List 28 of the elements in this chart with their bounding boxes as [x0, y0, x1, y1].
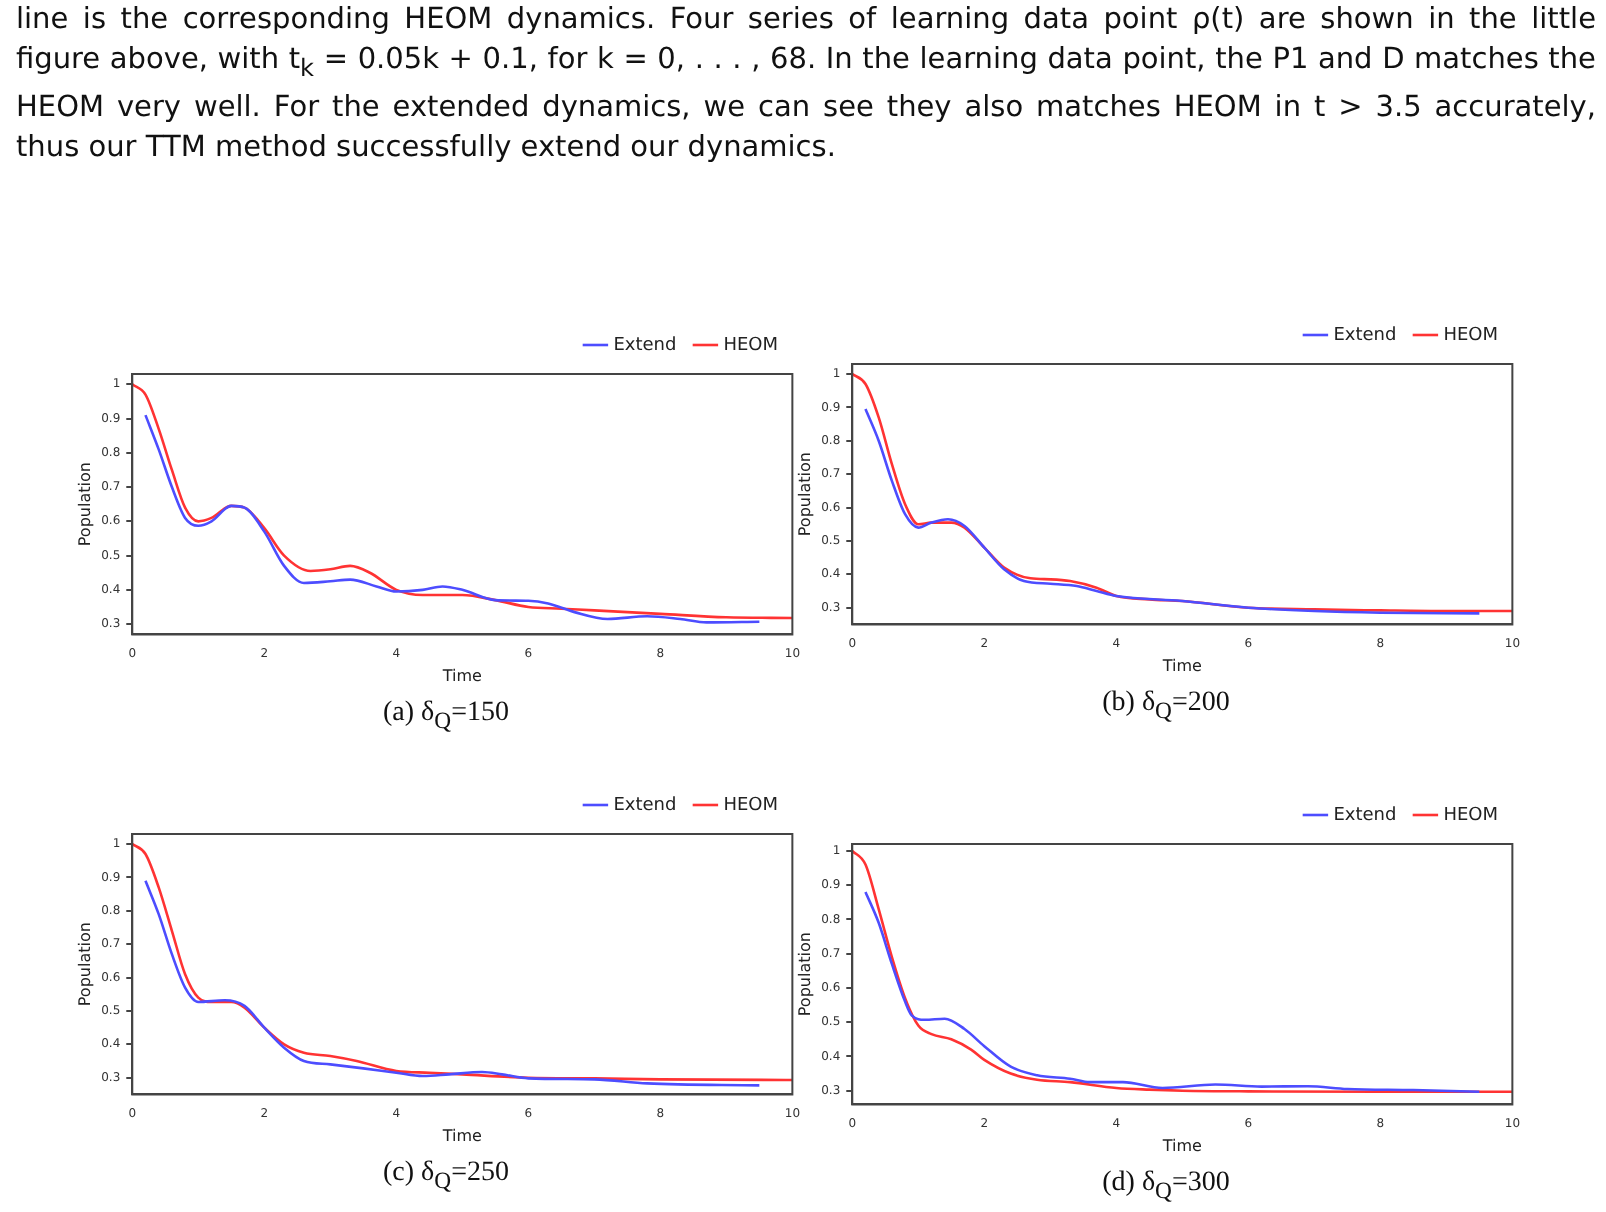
- y-axis-title: Population: [795, 932, 814, 1017]
- line-series: [864, 407, 1481, 615]
- text: (c) δ$_{Q}$=250: [381, 1158, 511, 1194]
- legend-label: Extend: [1333, 325, 1397, 346]
- y-axis-title: Population: [795, 452, 814, 537]
- x-axis-title: Time: [440, 666, 483, 685]
- legend-label: HEOM: [723, 335, 779, 356]
- legend-label: Extend: [613, 335, 677, 356]
- x-axis-title: Time: [1160, 1136, 1203, 1155]
- legend-label: Extend: [613, 795, 677, 816]
- legend-label: HEOM: [1443, 325, 1499, 346]
- line-series: [132, 842, 793, 1082]
- text: (d) δ$_{Q}$=300: [1100, 1168, 1232, 1204]
- y-axis-title: Population: [75, 922, 94, 1007]
- text: (b) δ$_{Q}$=200: [1100, 688, 1232, 724]
- line-series: [132, 382, 793, 620]
- line-series: [852, 849, 1513, 1094]
- x-axis-title: Time: [1160, 656, 1203, 675]
- text: line is the corresponding HEOM dynamics. Four series of learning data point ρ(t) are shown in the little figure above, with t$_{k}$ = 0.05k + 0.1, for k = 0, . . . , 68. In the learning data point, the P1 and D matches the HEOM very well. For the extended dynamics, we can see they also matches HEOM in t > 3.5 accurately, thus our TTM method successfully extend our dynamics.: [16, 2, 1596, 168]
- y-axis-title: Population: [75, 462, 94, 547]
- legend-label: HEOM: [723, 795, 779, 816]
- x-axis-title: Time: [440, 1126, 483, 1145]
- line-series: [144, 879, 761, 1087]
- legend-label: HEOM: [1443, 805, 1499, 826]
- legend-label: Extend: [1333, 805, 1397, 826]
- text: (a) δ$_{Q}$=150: [381, 698, 511, 734]
- line-series: [864, 890, 1481, 1094]
- line-series: [144, 413, 761, 624]
